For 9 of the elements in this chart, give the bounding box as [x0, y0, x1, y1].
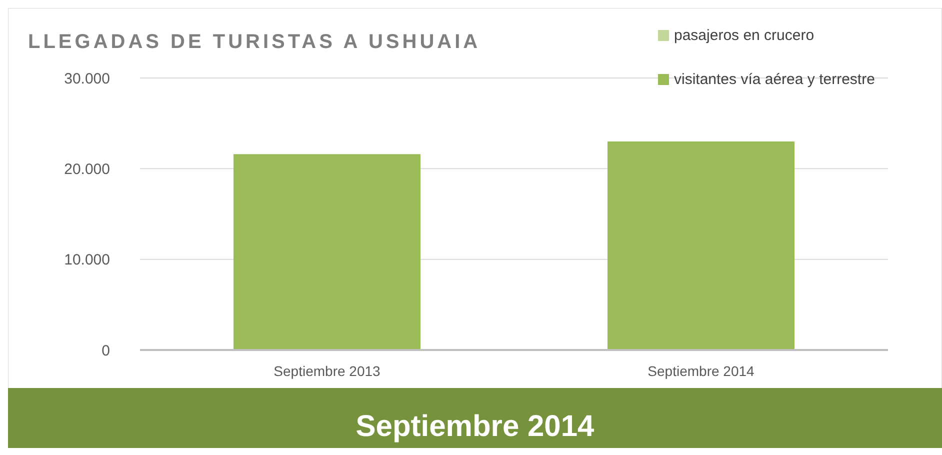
legend-label: visitantes vía aérea y terrestre	[674, 71, 875, 88]
legend-label: pasajeros en crucero	[674, 27, 814, 44]
text: Septiembre 2014	[356, 410, 595, 443]
y-tick-label: 0	[102, 342, 110, 360]
y-tick-label: 20.000	[64, 160, 110, 178]
y-tick-label: 30.000	[64, 70, 110, 88]
chart-title: LLEGADAS DE TURISTAS A USHUAIA	[28, 31, 481, 53]
x-tick-label: Septiembre 2013	[274, 363, 381, 379]
y-tick-label: 10.000	[64, 252, 110, 269]
